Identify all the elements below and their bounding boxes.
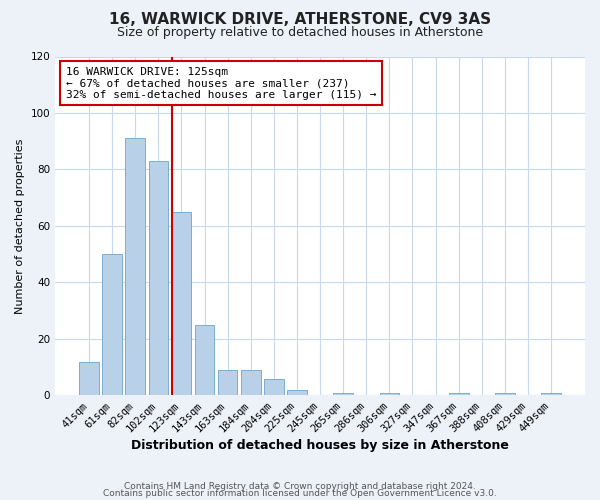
- Bar: [103, 254, 122, 396]
- Bar: [334, 392, 353, 396]
- Bar: [172, 212, 191, 396]
- Text: 16 WARWICK DRIVE: 125sqm
← 67% of detached houses are smaller (237)
32% of semi-: 16 WARWICK DRIVE: 125sqm ← 67% of detach…: [66, 66, 376, 100]
- Text: Contains HM Land Registry data © Crown copyright and database right 2024.: Contains HM Land Registry data © Crown c…: [124, 482, 476, 491]
- Y-axis label: Number of detached properties: Number of detached properties: [15, 138, 25, 314]
- Text: 16, WARWICK DRIVE, ATHERSTONE, CV9 3AS: 16, WARWICK DRIVE, ATHERSTONE, CV9 3AS: [109, 12, 491, 28]
- Bar: [380, 392, 399, 396]
- X-axis label: Distribution of detached houses by size in Atherstone: Distribution of detached houses by size …: [131, 440, 509, 452]
- Bar: [287, 390, 307, 396]
- Bar: [149, 161, 168, 396]
- Bar: [264, 378, 284, 396]
- Bar: [218, 370, 238, 396]
- Bar: [241, 370, 260, 396]
- Text: Size of property relative to detached houses in Atherstone: Size of property relative to detached ho…: [117, 26, 483, 39]
- Bar: [449, 392, 469, 396]
- Bar: [495, 392, 515, 396]
- Text: Contains public sector information licensed under the Open Government Licence v3: Contains public sector information licen…: [103, 490, 497, 498]
- Bar: [125, 138, 145, 396]
- Bar: [541, 392, 561, 396]
- Bar: [79, 362, 99, 396]
- Bar: [195, 325, 214, 396]
